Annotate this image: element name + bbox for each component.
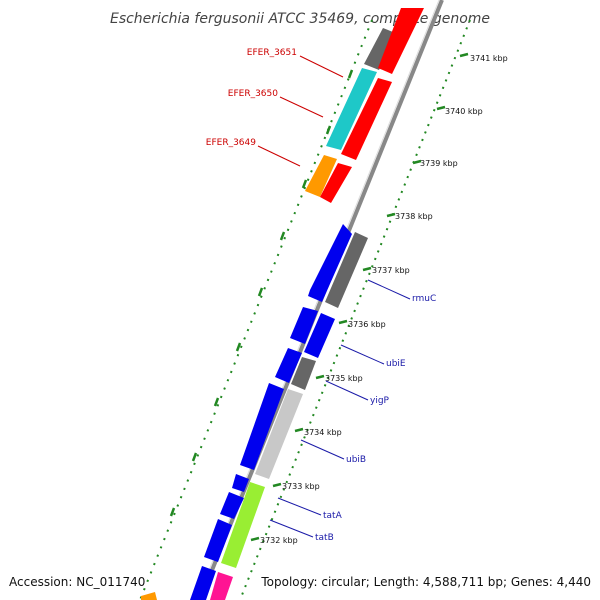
accession-text: Accession: NC_011740 bbox=[9, 575, 145, 589]
feature-blue-left-4 bbox=[240, 383, 284, 470]
label-ubiE: ubiE bbox=[386, 359, 406, 369]
callout-ubiB bbox=[300, 439, 345, 460]
feature-red-3 bbox=[320, 163, 352, 203]
feature-orange-fragment bbox=[141, 592, 157, 600]
tick-label-3738: 3738 kbp bbox=[395, 212, 433, 221]
callout-tatB bbox=[269, 519, 314, 538]
callout-rmuC bbox=[367, 279, 411, 300]
tick-label-3740: 3740 kbp bbox=[445, 107, 483, 116]
gc-track-dashes bbox=[169, 69, 354, 517]
feature-efer-3650 bbox=[326, 68, 377, 150]
tick-label-3736: 3736 kbp bbox=[348, 320, 386, 329]
tick-label-3739: 3739 kbp bbox=[420, 159, 458, 168]
tick-label-3737: 3737 kbp bbox=[372, 266, 410, 275]
tick-label-3734: 3734 kbp bbox=[304, 428, 342, 437]
ruler-major-ticks bbox=[250, 52, 469, 542]
feature-blue-left-7 bbox=[204, 519, 232, 562]
callout-ubiE bbox=[340, 344, 385, 365]
tick-label-3732: 3732 kbp bbox=[260, 536, 298, 545]
feature-efer-3651 bbox=[378, 8, 424, 74]
feature-ubiB bbox=[255, 389, 303, 479]
label-efer-3649: EFER_3649 bbox=[206, 138, 256, 148]
feature-blue-left-6 bbox=[220, 492, 244, 519]
feature-yigP bbox=[291, 357, 316, 390]
label-efer-3650: EFER_3650 bbox=[228, 89, 278, 99]
feature-magenta bbox=[210, 572, 233, 600]
feature-tatA bbox=[221, 482, 265, 568]
callout-efer-3649 bbox=[257, 145, 301, 167]
feature-blue-left-8 bbox=[190, 566, 216, 600]
feature-blue-left-1 bbox=[308, 224, 352, 302]
map-title: Escherichia fergusonii ATCC 35469, compl… bbox=[110, 11, 490, 27]
feature-red-2 bbox=[341, 78, 392, 160]
feature-blue-left-2 bbox=[290, 307, 318, 344]
feature-ubiE bbox=[304, 313, 335, 358]
tick-label-3741: 3741 kbp bbox=[470, 54, 508, 63]
tick-label-3733: 3733 kbp bbox=[282, 482, 320, 491]
label-tatA: tatA bbox=[323, 511, 343, 521]
callout-efer-3650 bbox=[279, 96, 324, 118]
feature-blue-left-5 bbox=[232, 474, 249, 492]
callout-tatA bbox=[277, 497, 322, 516]
label-rmuC: rmuC bbox=[412, 294, 436, 304]
label-efer-3651: EFER_3651 bbox=[247, 48, 297, 58]
feature-efer-3649 bbox=[305, 155, 337, 197]
label-tatB: tatB bbox=[315, 533, 334, 543]
tick-label-3735: 3735 kbp bbox=[325, 374, 363, 383]
feature-rmuC bbox=[325, 232, 368, 308]
callout-yigP bbox=[325, 380, 369, 401]
topology-summary: Topology: circular; Length: 4,588,711 bp… bbox=[260, 575, 591, 589]
label-ubiB: ubiB bbox=[346, 455, 366, 465]
label-yigP: yigP bbox=[370, 396, 390, 406]
callout-efer-3651 bbox=[299, 55, 344, 78]
feature-blue-left-3 bbox=[275, 348, 302, 383]
